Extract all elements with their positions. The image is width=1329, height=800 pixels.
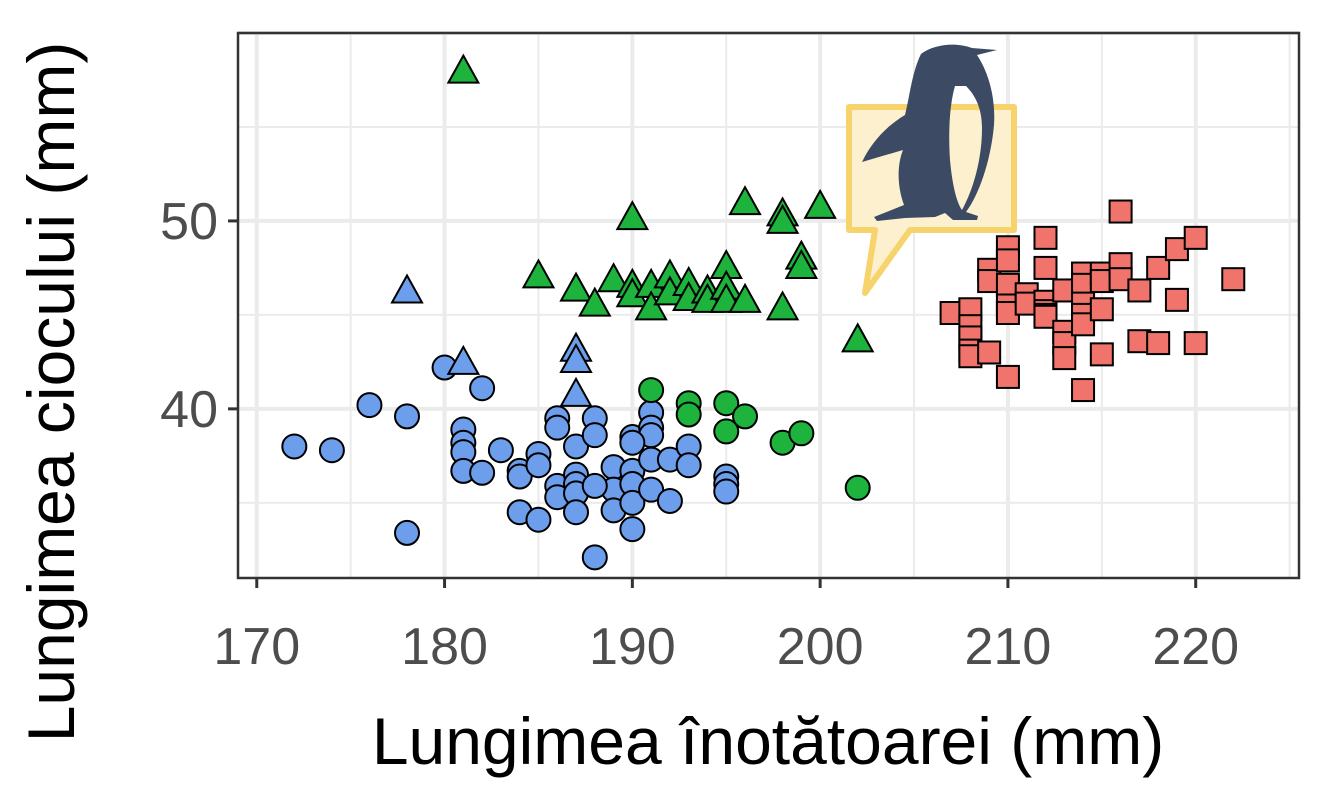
tick-labels: 170 180 190 200 210 220 40 50 (160, 193, 1239, 676)
triangle-point (559, 342, 593, 373)
circle-point (619, 429, 646, 456)
square-point (1052, 346, 1077, 371)
penguin-speech-bubble-icon (846, 44, 1017, 296)
triangle-point (446, 53, 481, 84)
circle-point (563, 499, 590, 526)
triangle-point (728, 185, 762, 216)
circle-point (581, 544, 608, 571)
triangle-point (390, 273, 424, 304)
circle-point (638, 476, 665, 503)
circle-point (638, 377, 665, 404)
square-point (1164, 287, 1189, 312)
grid-lines (238, 31, 1299, 578)
circle-point (525, 452, 552, 479)
circle-point (394, 403, 421, 430)
triangle-point (446, 344, 481, 375)
square-point (1033, 255, 1058, 280)
y-tick-label: 50 (160, 193, 218, 251)
triangle-point (840, 322, 875, 353)
x-axis-title: Lungimea înotătoarei (mm) (372, 704, 1164, 778)
y-tick-label: 40 (160, 381, 218, 439)
circle-point (563, 433, 590, 460)
circle-point (544, 414, 571, 441)
square-point (1108, 199, 1133, 224)
triangle-point (578, 286, 612, 317)
plot-panel (238, 33, 1299, 578)
square-point (977, 340, 1002, 365)
circle-point (619, 516, 646, 543)
circle-point (713, 390, 740, 417)
circle-point (581, 472, 608, 499)
circle-point (281, 433, 308, 460)
x-tick-label: 170 (213, 618, 300, 676)
triangle-point (559, 376, 593, 407)
triangle-point (803, 188, 837, 219)
circle-point (318, 437, 345, 464)
x-tick-label: 210 (965, 618, 1052, 676)
circle-point (675, 401, 702, 428)
axis-ticks (228, 219, 1198, 588)
square-point (995, 248, 1020, 273)
x-tick-label: 200 (777, 618, 864, 676)
square-point (1183, 331, 1208, 356)
circle-point (788, 420, 815, 447)
circle-point (506, 463, 533, 490)
triangle-point (728, 282, 762, 313)
square-point (1146, 331, 1171, 356)
square-point (1183, 225, 1208, 250)
square-point (1033, 225, 1058, 250)
triangle-point (559, 271, 593, 302)
circle-point (619, 489, 646, 516)
plot-panel-border (236, 31, 1301, 580)
y-axis-title: Lungimea ciocului (mm) (14, 42, 88, 743)
circle-point (581, 422, 608, 449)
circle-point (487, 437, 514, 464)
triangle-point (596, 262, 631, 293)
triangle-point (765, 290, 800, 321)
x-tick-label: 180 (401, 618, 488, 676)
circle-point (656, 487, 683, 514)
data-points (281, 53, 1246, 571)
x-tick-label: 190 (589, 618, 676, 676)
circle-point (394, 519, 421, 546)
square-point (1071, 378, 1096, 403)
circle-point (713, 418, 740, 445)
circle-point (356, 392, 383, 419)
triangle-point (521, 258, 556, 289)
circle-point (844, 474, 871, 501)
circle-point (713, 478, 740, 505)
triangle-point (615, 200, 650, 231)
square-point (1089, 297, 1114, 322)
square-point (1089, 342, 1114, 367)
square-point (1221, 267, 1246, 292)
penguin-icon (862, 44, 997, 221)
triangle-point (784, 248, 819, 280)
circle-point (525, 506, 552, 533)
square-point (1146, 255, 1171, 280)
square-point (1127, 278, 1152, 303)
square-point (1071, 312, 1096, 337)
square-point (1033, 304, 1058, 329)
triangle-point (634, 290, 668, 321)
circle-point (675, 452, 702, 479)
x-tick-label: 220 (1152, 618, 1239, 676)
circle-point (469, 375, 496, 402)
square-point (995, 364, 1020, 389)
circle-point (469, 459, 496, 486)
triangle-point (765, 203, 800, 234)
circle-point (732, 403, 759, 430)
